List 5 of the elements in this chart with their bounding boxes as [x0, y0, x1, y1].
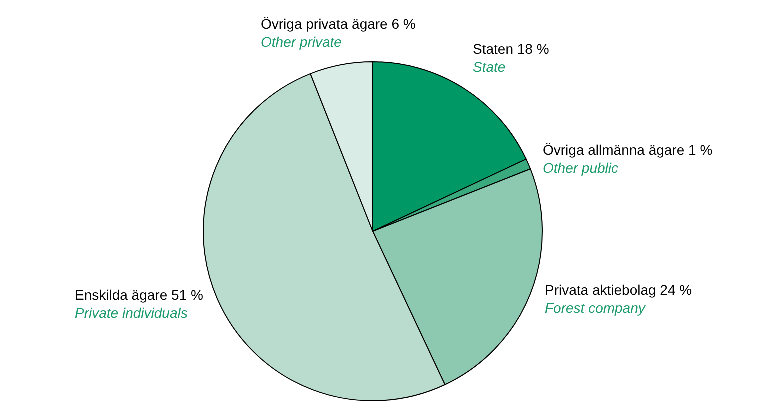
slice-label: Staten 18 % State	[473, 41, 550, 76]
slice-label: Övriga allmänna ägare 1 % Other public	[543, 142, 713, 176]
slice-label: Privata aktiebolag 24 % Forest company	[545, 282, 692, 316]
slice-label: Övriga privata ägare 6 % Other private	[261, 16, 416, 50]
slice-label: Enskilda ägare 51 % Private individuals	[75, 287, 204, 322]
